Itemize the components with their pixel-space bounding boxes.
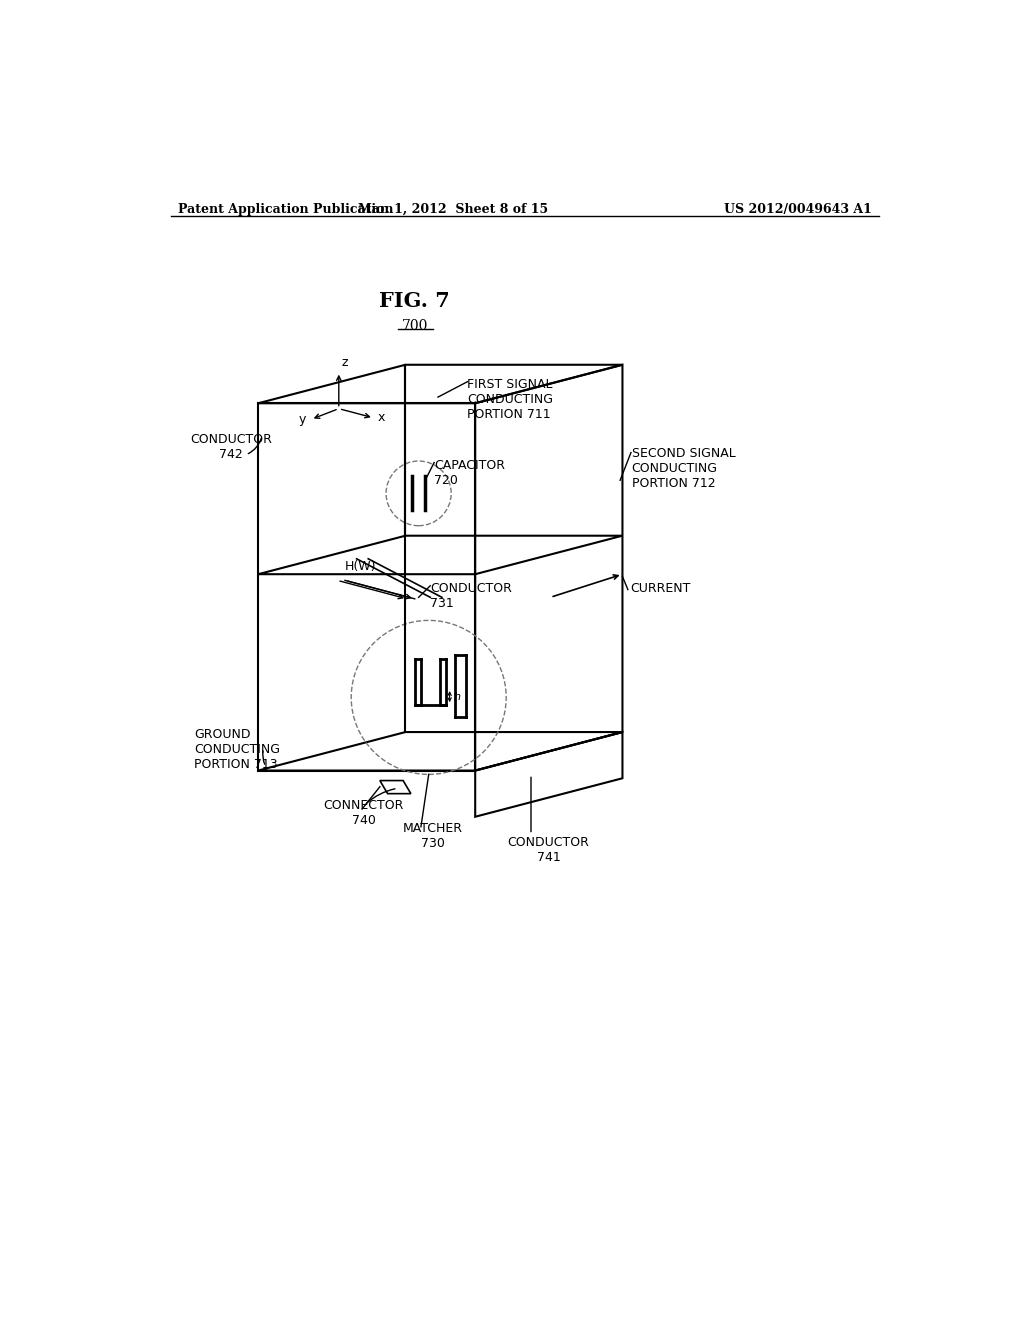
Text: FIRST SIGNAL
CONDUCTING
PORTION 711: FIRST SIGNAL CONDUCTING PORTION 711 xyxy=(467,378,553,421)
Text: y: y xyxy=(299,413,306,426)
Text: H(W): H(W) xyxy=(345,560,377,573)
Text: GROUND
CONDUCTING
PORTION 713: GROUND CONDUCTING PORTION 713 xyxy=(194,729,280,771)
Text: CURRENT: CURRENT xyxy=(630,582,690,594)
Text: US 2012/0049643 A1: US 2012/0049643 A1 xyxy=(724,203,872,216)
Text: x: x xyxy=(378,412,385,425)
Text: MATCHER
730: MATCHER 730 xyxy=(403,822,463,850)
Text: SECOND SIGNAL
CONDUCTING
PORTION 712: SECOND SIGNAL CONDUCTING PORTION 712 xyxy=(632,447,735,490)
Text: 700: 700 xyxy=(401,318,428,333)
Text: z: z xyxy=(342,355,348,368)
Text: Patent Application Publication: Patent Application Publication xyxy=(178,203,394,216)
Text: CAPACITOR
720: CAPACITOR 720 xyxy=(434,459,505,487)
Text: CONNECTOR
740: CONNECTOR 740 xyxy=(324,799,403,828)
Text: FIG. 7: FIG. 7 xyxy=(379,290,451,310)
Text: CONDUCTOR
731: CONDUCTOR 731 xyxy=(430,582,512,610)
Text: CONDUCTOR
741: CONDUCTOR 741 xyxy=(508,836,590,865)
Text: Mar. 1, 2012  Sheet 8 of 15: Mar. 1, 2012 Sheet 8 of 15 xyxy=(358,203,549,216)
Text: CONDUCTOR
742: CONDUCTOR 742 xyxy=(190,433,272,461)
Text: h: h xyxy=(454,692,461,702)
